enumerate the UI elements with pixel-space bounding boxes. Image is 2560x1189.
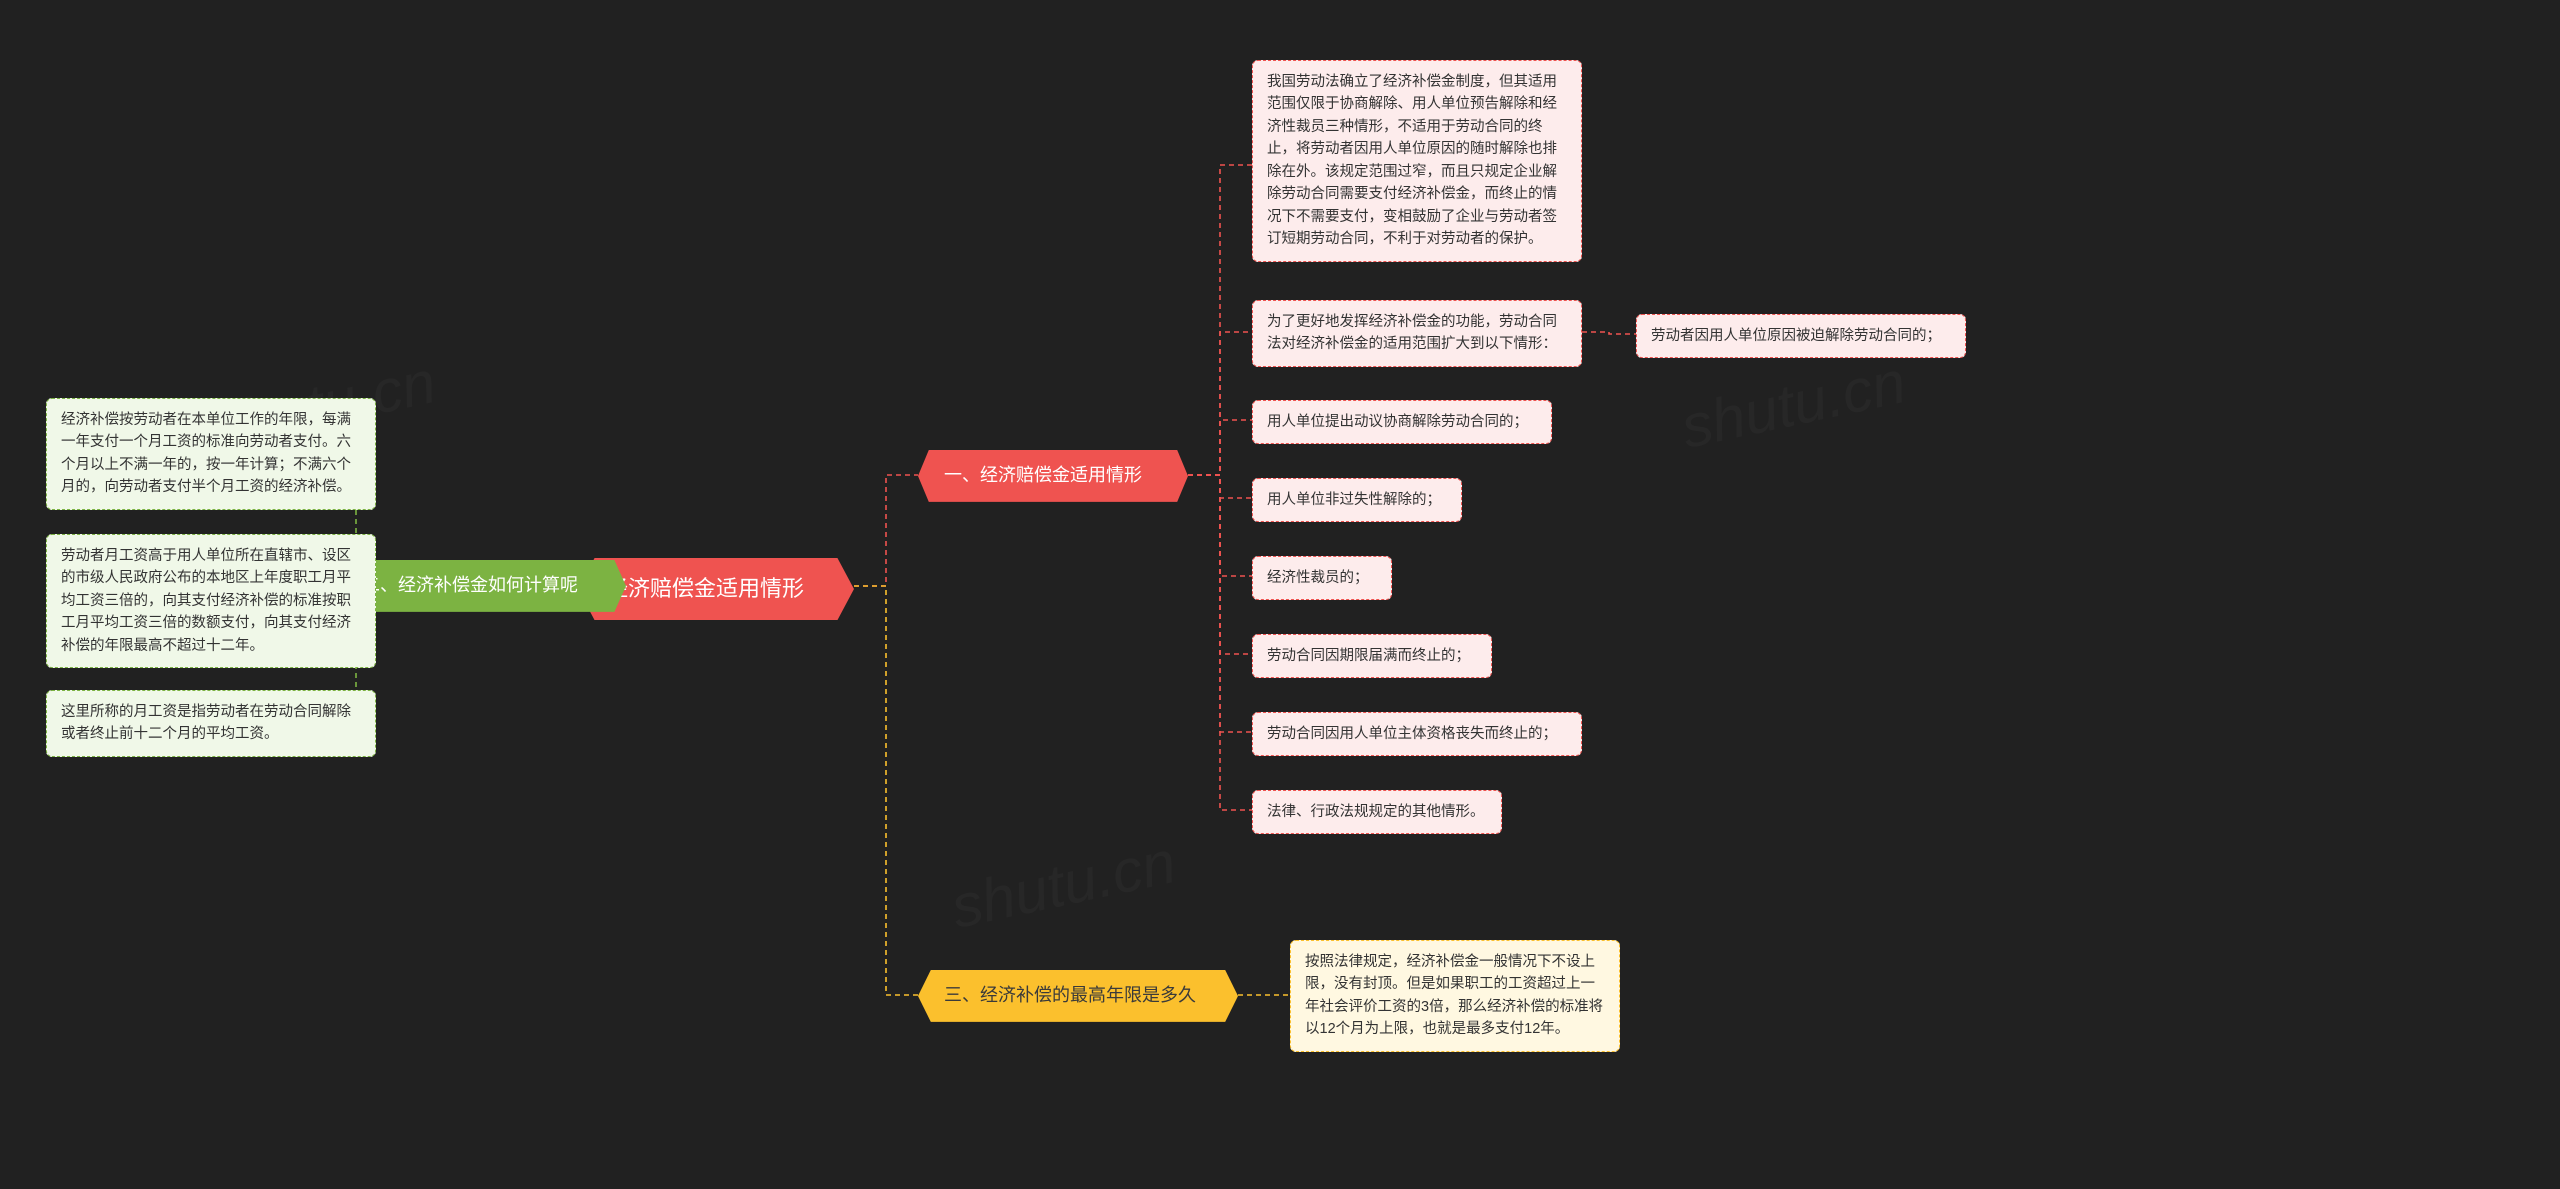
leaf-b1-3: 用人单位提出动议协商解除劳动合同的； <box>1252 400 1552 444</box>
branch-3: 三、经济补偿的最高年限是多久 <box>918 970 1238 1022</box>
leaf-b2-2: 劳动者月工资高于用人单位所在直辖市、设区的市级人民政府公布的本地区上年度职工月平… <box>46 534 376 668</box>
leaf-b1-8: 法律、行政法规规定的其他情形。 <box>1252 790 1502 834</box>
leaf-b2-1: 经济补偿按劳动者在本单位工作的年限，每满一年支付一个月工资的标准向劳动者支付。六… <box>46 398 376 510</box>
leaf-b1-2: 为了更好地发挥经济补偿金的功能，劳动合同法对经济补偿金的适用范围扩大到以下情形： <box>1252 300 1582 367</box>
leaf-b1-6: 劳动合同因期限届满而终止的； <box>1252 634 1492 678</box>
watermark: shutu.cn <box>1675 347 1911 462</box>
watermark: shutu.cn <box>945 827 1181 942</box>
leaf-b3-1: 按照法律规定，经济补偿金一般情况下不设上限，没有封顶。但是如果职工的工资超过上一… <box>1290 940 1620 1052</box>
leaf-b2-3: 这里所称的月工资是指劳动者在劳动合同解除或者终止前十二个月的平均工资。 <box>46 690 376 757</box>
leaf-b1-7: 劳动合同因用人单位主体资格丧失而终止的； <box>1252 712 1582 756</box>
leaf-b1-4: 用人单位非过失性解除的； <box>1252 478 1462 522</box>
leaf-b1-1: 我国劳动法确立了经济补偿金制度，但其适用范围仅限于协商解除、用人单位预告解除和经… <box>1252 60 1582 262</box>
leaf-b1-2-1: 劳动者因用人单位原因被迫解除劳动合同的； <box>1636 314 1966 358</box>
branch-1: 一、经济赔偿金适用情形 <box>918 450 1188 502</box>
leaf-b1-5: 经济性裁员的； <box>1252 556 1392 600</box>
branch-2: 二、经济补偿金如何计算呢 <box>336 560 626 612</box>
